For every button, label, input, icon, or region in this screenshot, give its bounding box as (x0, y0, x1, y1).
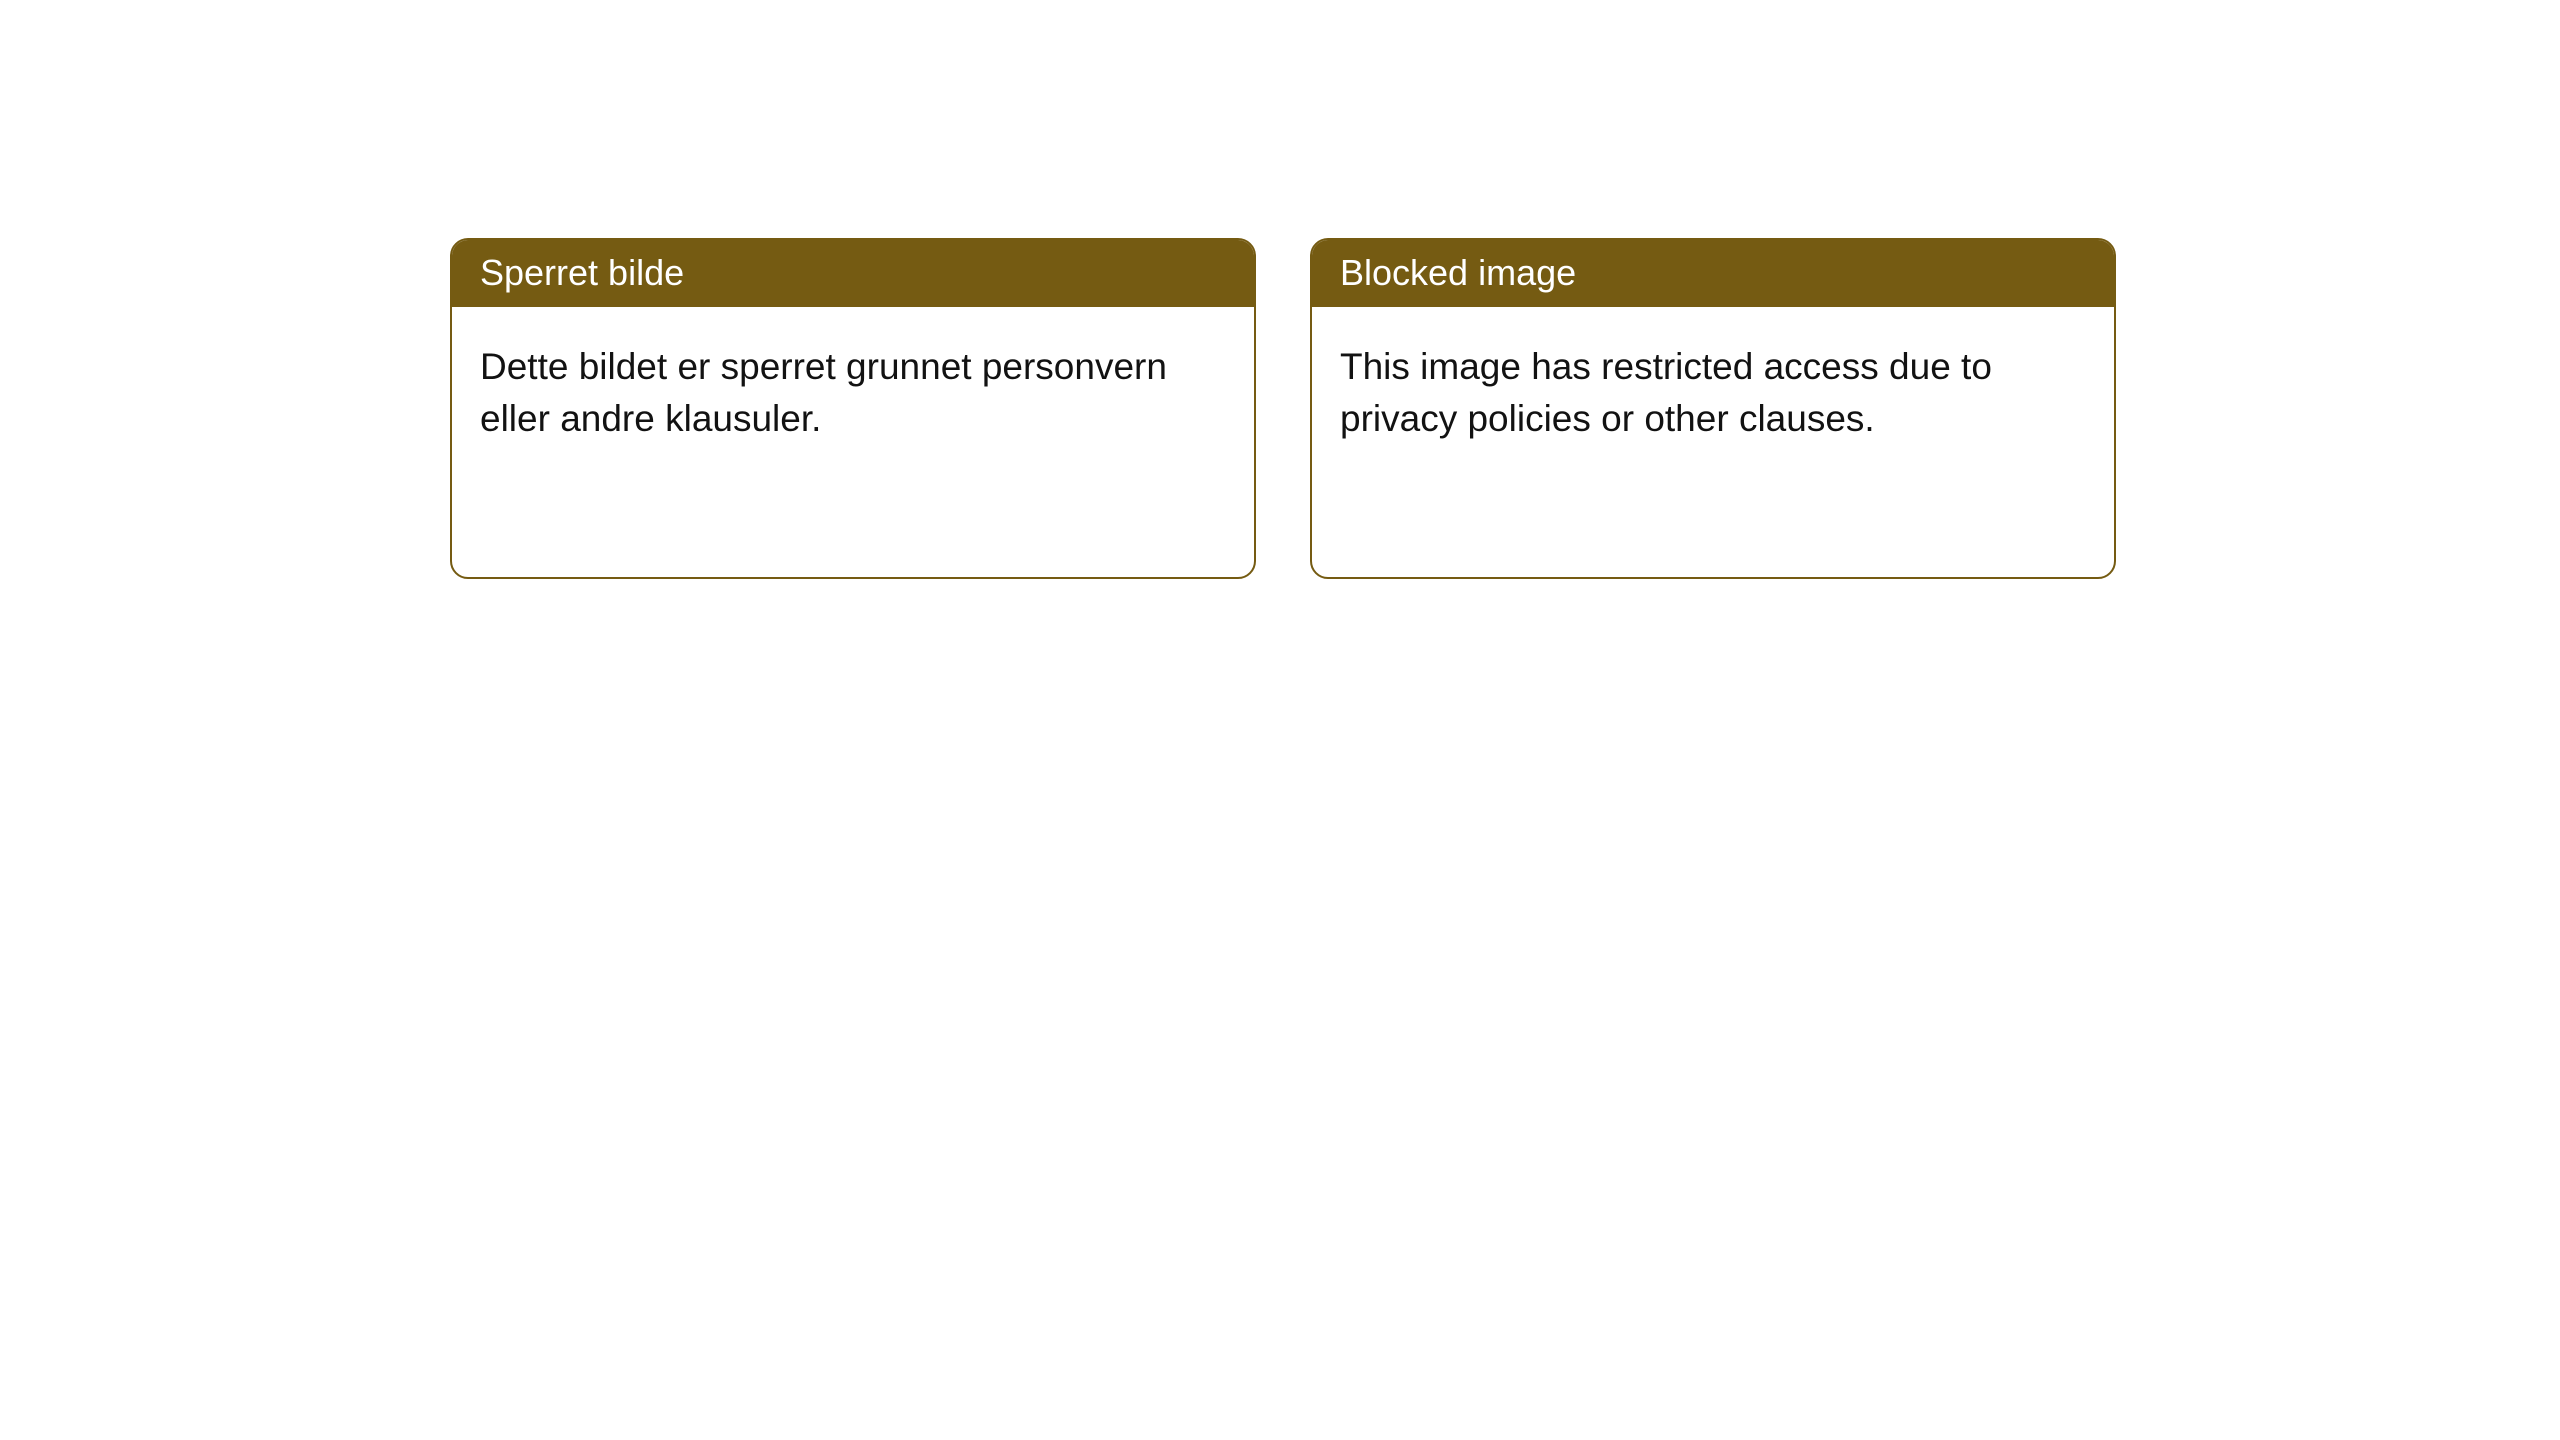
notice-body-no: Dette bildet er sperret grunnet personve… (452, 307, 1254, 577)
notice-body-en: This image has restricted access due to … (1312, 307, 2114, 577)
notice-title-en: Blocked image (1312, 240, 2114, 307)
notice-container: Sperret bilde Dette bildet er sperret gr… (0, 0, 2560, 579)
notice-card-en: Blocked image This image has restricted … (1310, 238, 2116, 579)
notice-title-no: Sperret bilde (452, 240, 1254, 307)
notice-card-no: Sperret bilde Dette bildet er sperret gr… (450, 238, 1256, 579)
